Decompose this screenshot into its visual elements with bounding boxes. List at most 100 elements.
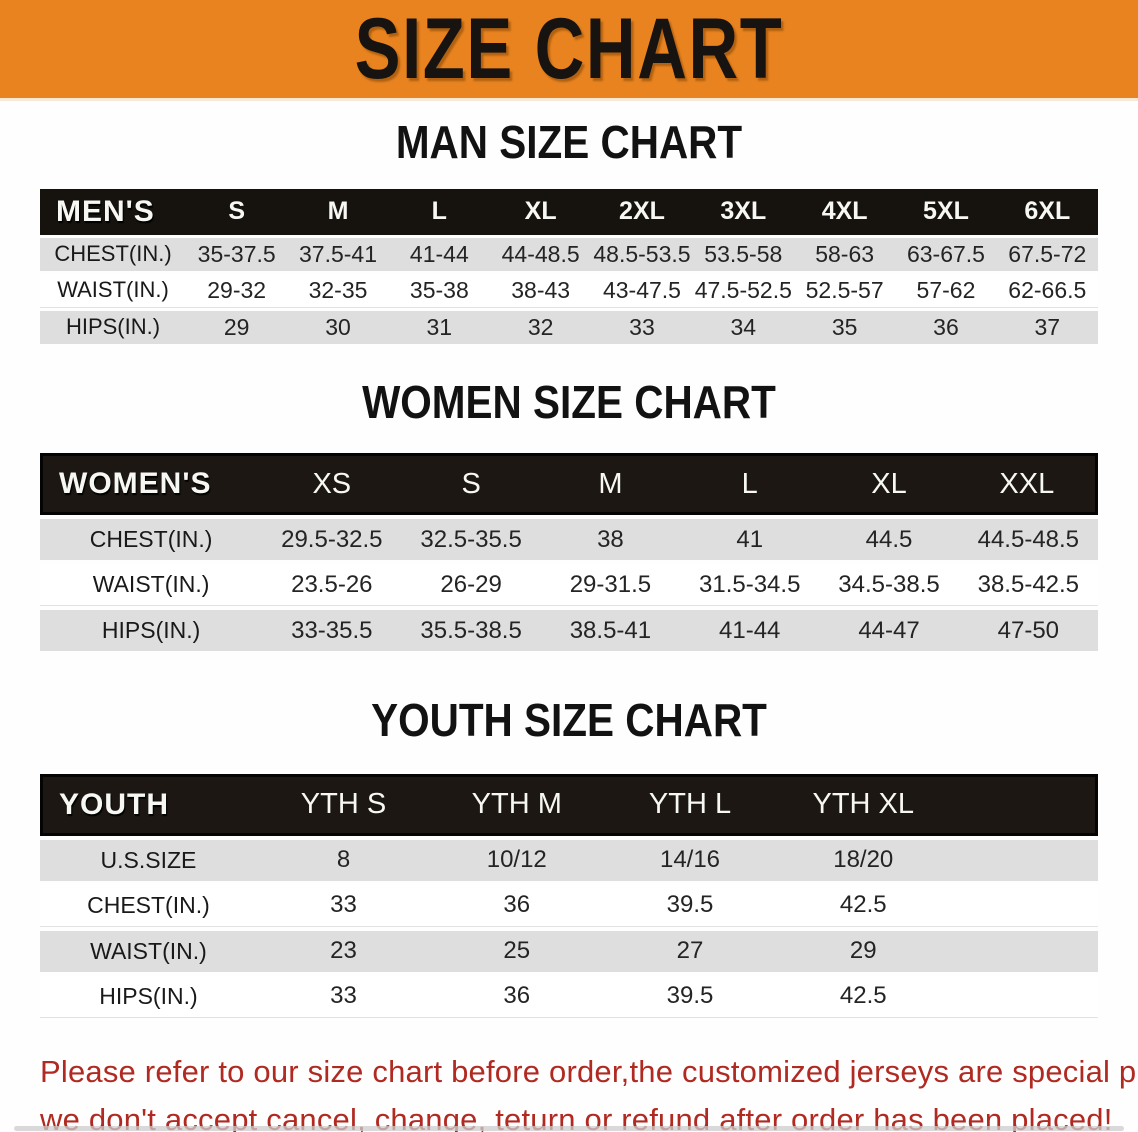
measurement-value: 36 <box>895 310 997 344</box>
measurement-value: 63-67.5 <box>895 237 997 271</box>
measurement-value: 8 <box>256 839 431 881</box>
measurement-value: 44-47 <box>819 610 959 652</box>
measurement-value: 43-47.5 <box>591 273 693 308</box>
measurement-value: 14/16 <box>603 839 777 881</box>
measurement-value: 34.5-38.5 <box>819 564 959 607</box>
measurement-row-filler <box>949 930 1098 972</box>
measurement-value: 57-62 <box>895 273 997 308</box>
women-size-table: WOMEN'S XS S M L XL XXL CHEST(IN.) 29.5-32.5 32.5… <box>40 449 1098 655</box>
measurement-value: 33 <box>256 884 431 927</box>
measurement-value: 44.5-48.5 <box>958 519 1098 561</box>
size-column-header: 4XL <box>793 188 896 235</box>
disclaimer: Please refer to our size chart before or… <box>40 1048 1138 1132</box>
measurement-value: 32 <box>489 310 592 344</box>
measurement-value: 42.5 <box>776 884 950 927</box>
size-header-filler <box>949 773 1098 836</box>
measurement-row: CHEST(IN.) 29.5-32.5 32.5-35.5 38 41 44.5 44.5… <box>40 519 1098 561</box>
measurement-value: 36 <box>430 975 604 1018</box>
measurement-value: 33 <box>256 975 431 1018</box>
men-section-heading: MAN SIZE CHART <box>395 116 743 168</box>
measurement-value: 29.5-32.5 <box>262 519 402 561</box>
measurement-row-label: CHEST(IN.) <box>40 237 186 271</box>
size-column-header: L <box>388 188 490 235</box>
measurement-value: 32-35 <box>287 273 389 308</box>
measurement-value: 44-48.5 <box>489 237 592 271</box>
measurement-value: 25 <box>430 930 604 972</box>
youth-section-heading: YOUTH SIZE CHART <box>371 694 767 747</box>
size-column-header: YTH M <box>430 773 604 836</box>
size-column-header: YTH XL <box>776 773 950 836</box>
size-column-header: 6XL <box>996 188 1098 235</box>
measurement-value: 42.5 <box>776 975 950 1018</box>
table-corner-label: MEN'S <box>40 188 186 235</box>
measurement-value: 38.5-42.5 <box>958 564 1098 607</box>
size-column-header: S <box>401 453 541 516</box>
measurement-row-label: WAIST(IN.) <box>40 273 186 308</box>
measurement-value: 31 <box>388 310 490 344</box>
measurement-row-label: CHEST(IN.) <box>40 884 257 927</box>
measurement-value: 18/20 <box>776 839 950 881</box>
measurement-value: 58-63 <box>793 237 896 271</box>
measurement-row-filler <box>949 975 1098 1018</box>
measurement-row: CHEST(IN.) 35-37.5 37.5-41 41-44 44-48.5 48.5… <box>40 237 1098 271</box>
measurement-value: 62-66.5 <box>996 273 1098 308</box>
size-column-header: 3XL <box>692 188 794 235</box>
measurement-row: CHEST(IN.) 33 36 39.5 42.5 <box>40 884 1098 927</box>
table-corner-label: YOUTH <box>40 773 257 836</box>
measurement-value: 41-44 <box>680 610 820 652</box>
size-header-row: YOUTH YTH S YTH M YTH L YTH XL <box>40 773 1098 836</box>
measurement-row: WAIST(IN.) 29-32 32-35 35-38 38-43 43-47.5 47.… <box>40 273 1098 308</box>
measurement-row-label: HIPS(IN.) <box>40 975 257 1018</box>
size-column-header: YTH L <box>603 773 777 836</box>
measurement-value: 35-37.5 <box>186 237 288 271</box>
measurement-value: 67.5-72 <box>996 237 1098 271</box>
measurement-value: 31.5-34.5 <box>680 564 820 607</box>
banner: SIZE CHART <box>0 0 1138 101</box>
measurement-value: 38-43 <box>489 273 592 308</box>
measurement-value: 47-50 <box>958 610 1098 652</box>
size-column-header: M <box>287 188 389 235</box>
youth-size-table: YOUTH YTH S YTH M YTH L YTH XL U.S.SIZE 8 10/12… <box>40 770 1098 1022</box>
size-column-header: XXL <box>958 453 1098 516</box>
measurement-row: HIPS(IN.) 33-35.5 35.5-38.5 38.5-41 41-44 44-… <box>40 610 1098 652</box>
men-size-table: MEN'S S M L XL 2XL 3XL 4XL 5XL 6XL CHEST(IN.) 35-37… <box>40 186 1098 347</box>
size-header-row: MEN'S S M L XL 2XL 3XL 4XL 5XL 6XL <box>40 188 1098 235</box>
measurement-value: 35 <box>793 310 896 344</box>
measurement-value: 38.5-41 <box>540 610 681 652</box>
measurement-row: HIPS(IN.) 33 36 39.5 42.5 <box>40 975 1098 1018</box>
measurement-value: 52.5-57 <box>793 273 896 308</box>
section-youth: YOUTH SIZE CHART YOUTH YTH S YTH M YTH L YTH… <box>40 655 1098 1022</box>
section-men: MAN SIZE CHART MEN'S S M L XL 2XL 3XL 4XL 5XL 6XL… <box>40 101 1098 347</box>
measurement-value: 29 <box>186 310 288 344</box>
size-column-header: XL <box>819 453 959 516</box>
measurement-value: 41 <box>680 519 820 561</box>
measurement-row: WAIST(IN.) 23 25 27 29 <box>40 930 1098 972</box>
measurement-value: 37.5-41 <box>287 237 389 271</box>
measurement-row-label: WAIST(IN.) <box>40 564 263 607</box>
measurement-value: 32.5-35.5 <box>401 519 541 561</box>
measurement-value: 23.5-26 <box>262 564 402 607</box>
measurement-value: 37 <box>996 310 1098 344</box>
page-title: SIZE CHART <box>354 1 784 97</box>
measurement-row-label: HIPS(IN.) <box>40 610 263 652</box>
measurement-value: 35-38 <box>388 273 490 308</box>
size-column-header: 2XL <box>591 188 693 235</box>
disclaimer-line-1: Please refer to our size chart before or… <box>40 1053 1138 1089</box>
section-women: WOMEN SIZE CHART WOMEN'S XS S M L XL XXL CHEST(… <box>40 347 1098 656</box>
measurement-value: 38 <box>540 519 681 561</box>
size-header-row: WOMEN'S XS S M L XL XXL <box>40 453 1098 516</box>
measurement-value: 27 <box>603 930 777 972</box>
measurement-value: 26-29 <box>401 564 541 607</box>
women-section-heading: WOMEN SIZE CHART <box>362 375 776 428</box>
measurement-value: 29-31.5 <box>540 564 681 607</box>
size-column-header: M <box>540 453 681 516</box>
measurement-row: HIPS(IN.) 29 30 31 32 33 34 35 36 37 <box>40 310 1098 344</box>
measurement-value: 44.5 <box>819 519 959 561</box>
bottom-divider <box>14 1126 1124 1131</box>
size-column-header: 5XL <box>895 188 997 235</box>
size-column-header: XS <box>262 453 402 516</box>
measurement-value: 33-35.5 <box>262 610 402 652</box>
size-column-header: S <box>186 188 288 235</box>
measurement-row-label: WAIST(IN.) <box>40 930 257 972</box>
